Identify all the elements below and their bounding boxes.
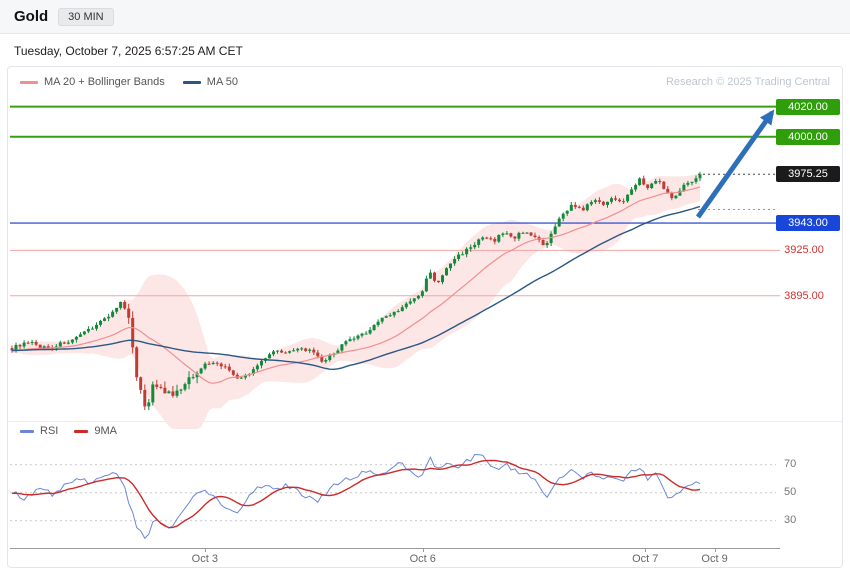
ma50-legend-label: MA 50 [206,76,238,88]
legend-item-ma50: MA 50 [182,76,238,88]
chart-panel: MA 20 + Bollinger Bands MA 50 Research ©… [7,66,843,568]
instrument-title: Gold [14,8,49,25]
x-tick-oct-3: Oct 3 [191,553,218,565]
main-legend: MA 20 + Bollinger Bands MA 50 [20,76,238,88]
ma50-swatch-icon [182,80,201,84]
rsi-swatch-icon [20,429,34,433]
legend-item-9ma: 9MA [74,425,117,437]
x-tick-oct-7: Oct 7 [632,553,659,565]
x-tickmark [645,548,647,552]
rsi-ma-swatch-icon [74,429,89,433]
price-chart[interactable] [8,99,842,429]
header: Gold 30 MIN [0,0,850,34]
legend-item-rsi: RSI [20,425,58,437]
rsi-ma-legend-label: 9MA [94,425,117,437]
ma20-legend-label: MA 20 + Bollinger Bands [44,76,165,88]
datetime-label: Tuesday, October 7, 2025 6:57:25 AM CET [14,44,243,58]
x-tick-oct-6: Oct 6 [409,553,436,565]
rsi-chart-canvas[interactable] [8,441,842,546]
ma20-bollinger-swatch-icon [20,80,38,84]
legend-item-ma20: MA 20 + Bollinger Bands [20,76,165,88]
rsi-legend-label: RSI [40,425,59,437]
x-tick-oct-9: Oct 9 [701,553,728,565]
x-tickmark [422,548,424,552]
copyright-label: Research © 2025 Trading Central [665,76,830,88]
rsi-legend: RSI 9MA [20,425,117,437]
rsi-chart[interactable] [8,441,842,546]
price-chart-canvas[interactable] [8,99,842,429]
x-tickmark [714,548,716,552]
time-axis: Oct 3 Oct 6 Oct 7 Oct 9 [10,548,780,567]
timeframe-badge[interactable]: 30 MIN [58,7,114,26]
pane-divider [8,421,842,422]
x-tickmark [204,548,206,552]
